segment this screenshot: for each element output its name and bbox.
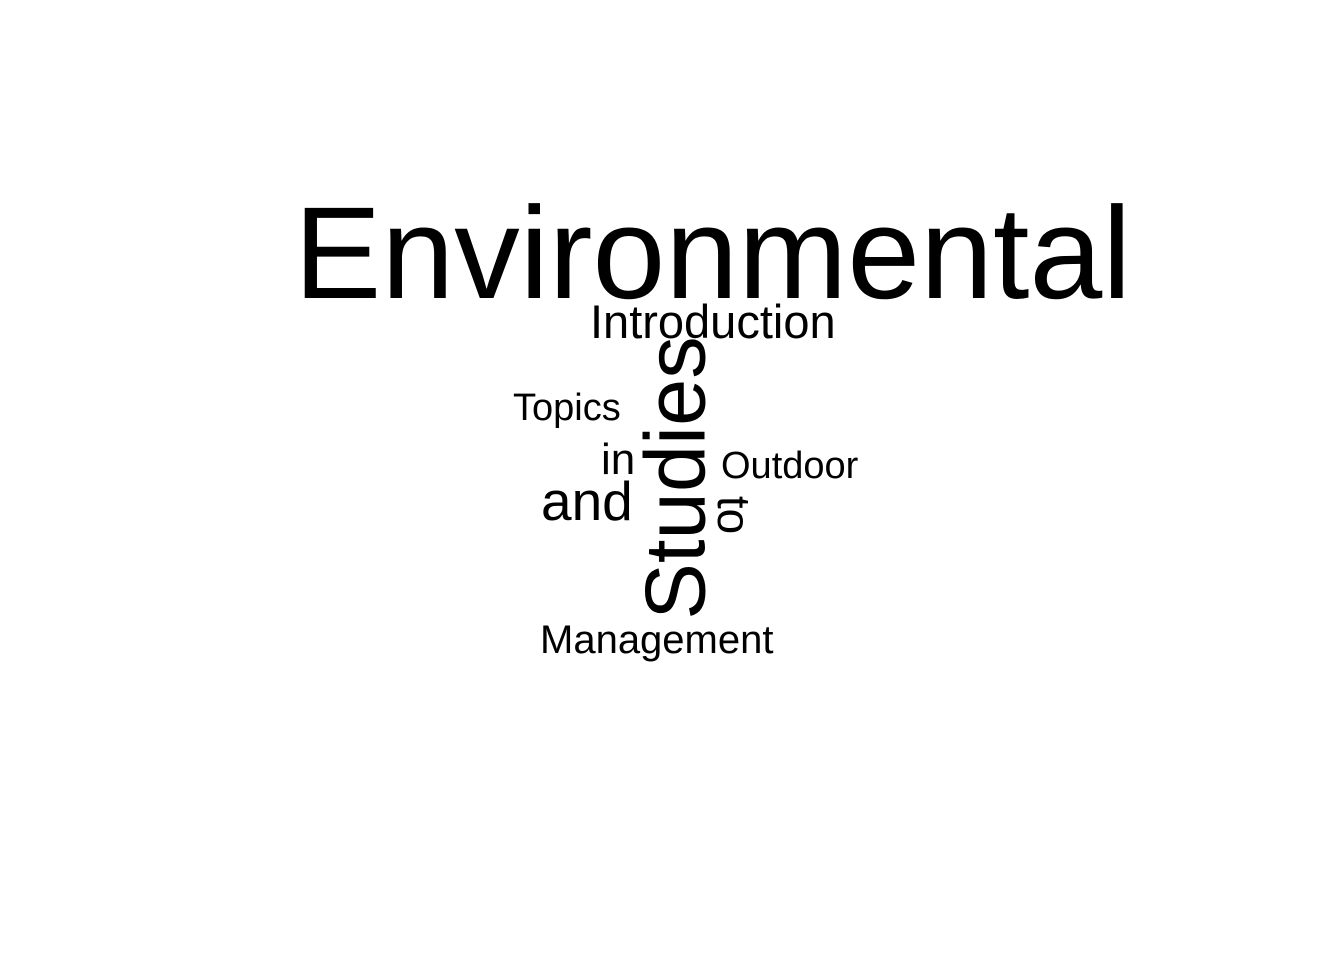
word-to: to (708, 495, 760, 535)
word-topics: Topics (513, 387, 621, 429)
word-outdoor: Outdoor (721, 445, 859, 487)
word-studies: Studies (628, 336, 724, 620)
word-environmental: Environmental (294, 179, 1132, 326)
word-in: in (601, 435, 636, 484)
word-introduction: Introduction (590, 295, 836, 348)
word-and: and (541, 470, 633, 532)
word-management: Management (540, 618, 774, 662)
